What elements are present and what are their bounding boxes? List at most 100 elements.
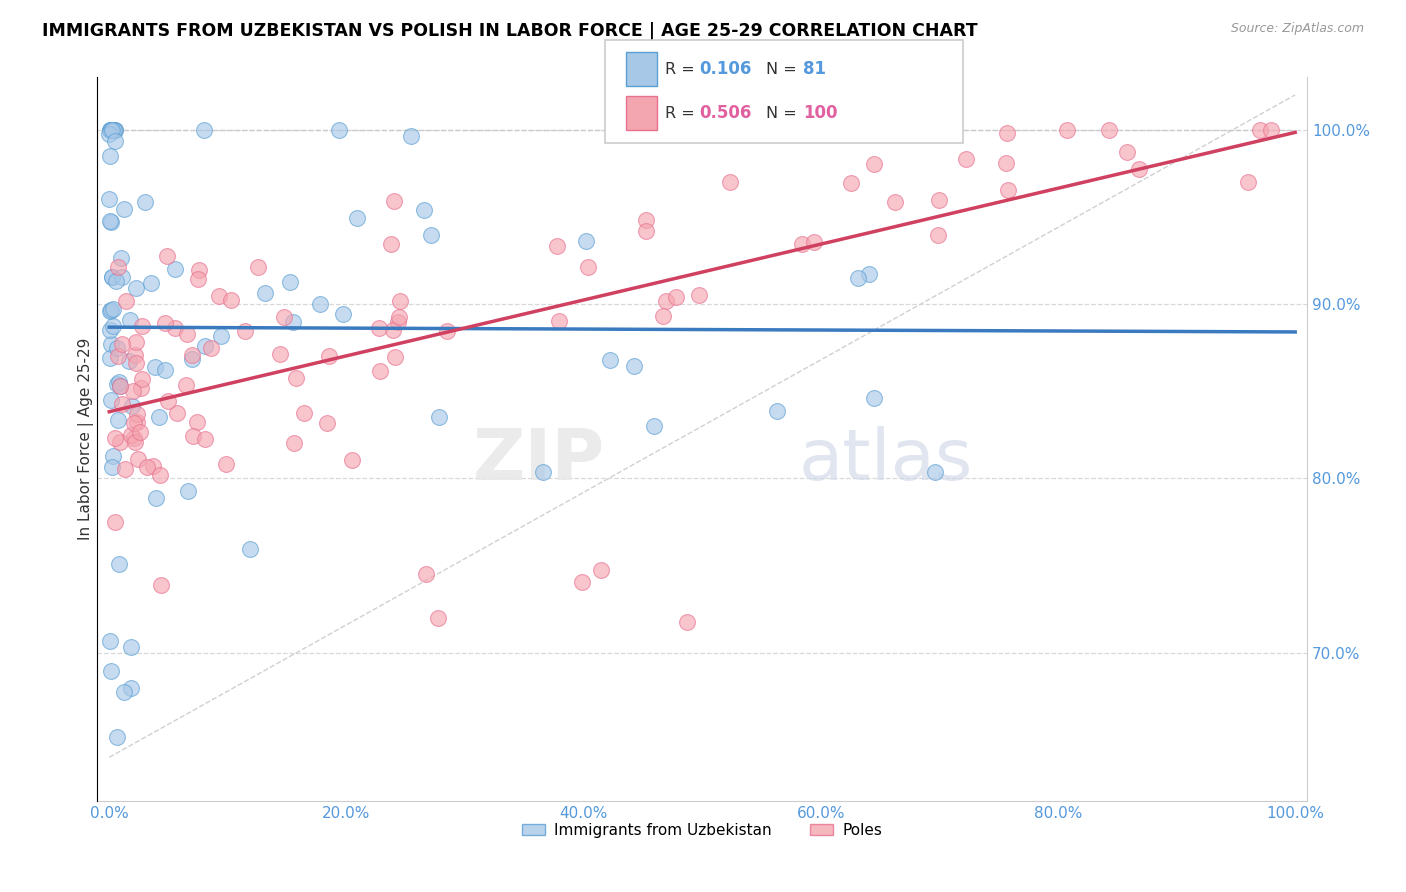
Text: N =: N =	[766, 62, 803, 77]
Point	[318, 349, 340, 363]
Point	[125, 281, 148, 295]
Point	[269, 347, 291, 361]
Point	[672, 122, 695, 136]
Point	[107, 260, 129, 274]
Point	[997, 183, 1019, 197]
Point	[340, 453, 363, 467]
Point	[131, 318, 153, 333]
Point	[574, 235, 596, 249]
Point	[100, 337, 122, 351]
Point	[1098, 122, 1121, 136]
Point	[98, 634, 121, 648]
Point	[928, 193, 950, 207]
Point	[103, 122, 125, 136]
Point	[124, 348, 146, 362]
Point	[388, 294, 411, 309]
Point	[98, 323, 121, 337]
Point	[98, 303, 121, 318]
Point	[177, 483, 200, 498]
Point	[101, 123, 124, 137]
Point	[118, 313, 141, 327]
Point	[174, 378, 197, 392]
Point	[427, 611, 450, 625]
Point	[187, 271, 209, 285]
Point	[655, 293, 678, 308]
Point	[803, 235, 825, 250]
Point	[153, 317, 176, 331]
Point	[122, 384, 145, 399]
Point	[315, 416, 337, 430]
Point	[150, 578, 173, 592]
Point	[591, 563, 613, 577]
Point	[368, 364, 391, 378]
Point	[104, 274, 127, 288]
Point	[108, 557, 131, 571]
Point	[858, 267, 880, 281]
Point	[214, 458, 236, 472]
Point	[412, 203, 434, 218]
Point	[576, 260, 599, 274]
Point	[145, 491, 167, 505]
Point	[188, 263, 211, 277]
Point	[103, 302, 125, 317]
Point	[180, 352, 202, 367]
Point	[862, 157, 884, 171]
Text: 81: 81	[803, 61, 825, 78]
Point	[239, 542, 262, 557]
Point	[105, 730, 128, 744]
Point	[125, 334, 148, 349]
Point	[107, 413, 129, 427]
Point	[328, 122, 350, 136]
Point	[792, 237, 814, 252]
Point	[148, 468, 170, 483]
Point	[623, 359, 645, 373]
Point	[675, 615, 697, 629]
Point	[143, 360, 166, 375]
Point	[194, 338, 217, 352]
Point	[98, 192, 121, 206]
Point	[346, 211, 368, 226]
Point	[121, 399, 143, 413]
Point	[862, 391, 884, 405]
Point	[124, 416, 146, 430]
Point	[131, 381, 153, 395]
Point	[924, 465, 946, 479]
Text: 0.106: 0.106	[699, 61, 751, 78]
Point	[1056, 122, 1078, 136]
Y-axis label: In Labor Force | Age 25-29: In Labor Force | Age 25-29	[79, 338, 94, 541]
Point	[105, 341, 128, 355]
Text: R =: R =	[665, 106, 700, 121]
Point	[368, 320, 391, 334]
Text: atlas: atlas	[799, 426, 973, 495]
Point	[98, 127, 121, 141]
Point	[104, 122, 127, 136]
Point	[98, 122, 121, 136]
Point	[387, 315, 409, 329]
Point	[111, 337, 134, 351]
Point	[181, 429, 204, 443]
Point	[98, 214, 121, 228]
Point	[193, 122, 215, 136]
Point	[139, 277, 162, 291]
Point	[884, 195, 907, 210]
Point	[1249, 122, 1271, 136]
Point	[246, 260, 269, 274]
Text: 0.506: 0.506	[699, 104, 751, 122]
Point	[111, 397, 134, 411]
Point	[634, 224, 657, 238]
Point	[135, 459, 157, 474]
Point	[100, 270, 122, 285]
Point	[108, 376, 131, 390]
Point	[101, 318, 124, 333]
Point	[281, 315, 304, 329]
Point	[148, 410, 170, 425]
Point	[114, 462, 136, 476]
Point	[599, 352, 621, 367]
Point	[427, 410, 450, 425]
Point	[436, 324, 458, 338]
Point	[165, 321, 187, 335]
Text: Source: ZipAtlas.com: Source: ZipAtlas.com	[1230, 22, 1364, 36]
Point	[101, 460, 124, 475]
Point	[381, 324, 404, 338]
Point	[273, 310, 295, 324]
